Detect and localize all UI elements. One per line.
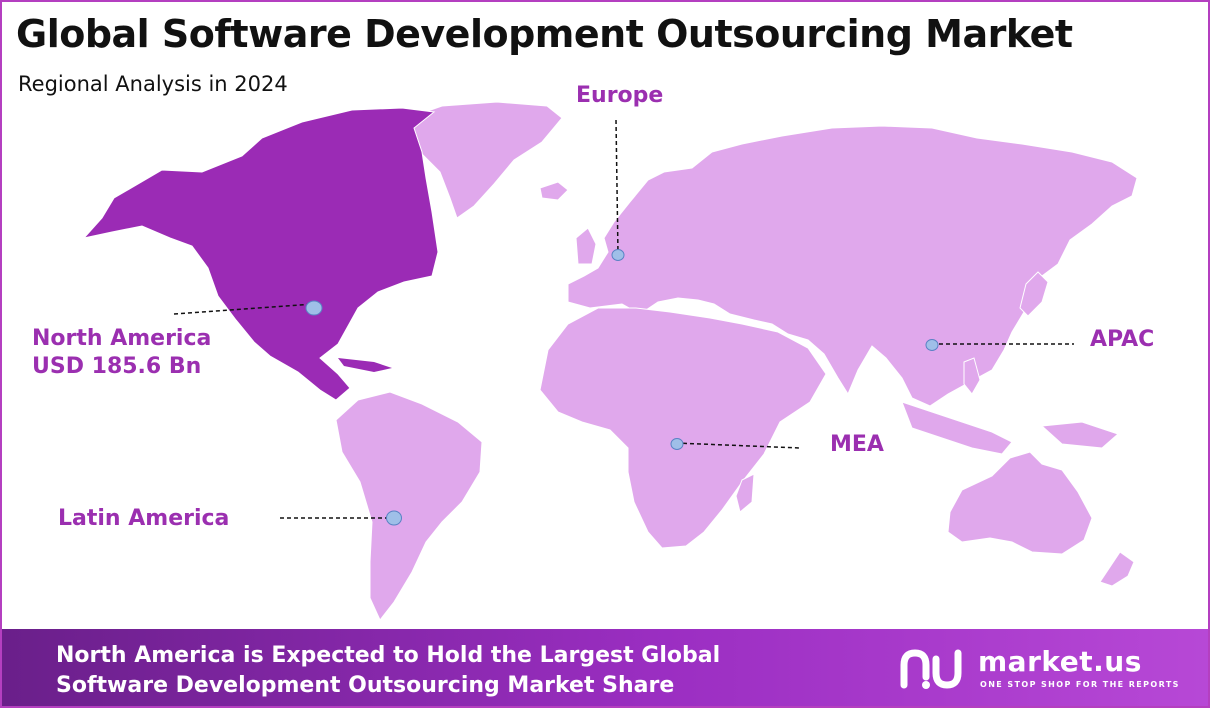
logo-name: market.us: [978, 645, 1142, 678]
apac-marker: [925, 339, 939, 351]
north-america-shape: [82, 107, 439, 401]
footer-banner: North America is Expected to Hold the La…: [2, 629, 1208, 706]
north-america-marker: [305, 300, 323, 316]
footer-text: North America is Expected to Hold the La…: [56, 641, 720, 701]
philippines-shape: [963, 357, 981, 395]
latin-america-marker: [386, 510, 402, 526]
africa-shape: [539, 307, 827, 549]
europe-marker: [611, 249, 625, 261]
sea-islands-shape: [901, 401, 1013, 455]
land-masses: [335, 101, 1138, 621]
caribbean-shape: [338, 358, 392, 372]
world-map: [82, 101, 1138, 621]
region-value: USD 185.6 Bn: [32, 354, 202, 379]
page-title: Global Software Development Outsourcing …: [16, 12, 1073, 56]
footer-line-1: North America is Expected to Hold the La…: [56, 643, 721, 668]
region-label-europe: Europe: [576, 83, 664, 108]
madagascar-shape: [735, 473, 755, 513]
north-america-leader: [173, 303, 315, 315]
new-guinea-shape: [1040, 421, 1119, 449]
region-label-mea: MEA: [830, 432, 884, 457]
market-us-logo-icon: [900, 649, 962, 689]
region-label-north-america: North America USD 185.6 Bn: [32, 325, 211, 381]
iceland-shape: [539, 181, 569, 201]
logo-tagline: ONE STOP SHOP FOR THE REPORTS: [980, 680, 1180, 689]
region-name: North America: [32, 326, 212, 351]
british-isles-shape: [575, 227, 597, 265]
region-label-apac: APAC: [1090, 327, 1155, 352]
footer-line-2: Software Development Outsourcing Market …: [56, 673, 675, 698]
mea-marker: [670, 438, 684, 450]
australia-shape: [947, 451, 1093, 555]
japan-shape: [1019, 271, 1049, 317]
europe-leader: [615, 119, 619, 255]
new-zealand-shape: [1099, 551, 1135, 587]
greenland-shape: [401, 101, 563, 219]
south-america-shape: [335, 391, 483, 621]
region-label-latin-america: Latin America: [58, 506, 230, 531]
page-subtitle: Regional Analysis in 2024: [18, 72, 288, 96]
